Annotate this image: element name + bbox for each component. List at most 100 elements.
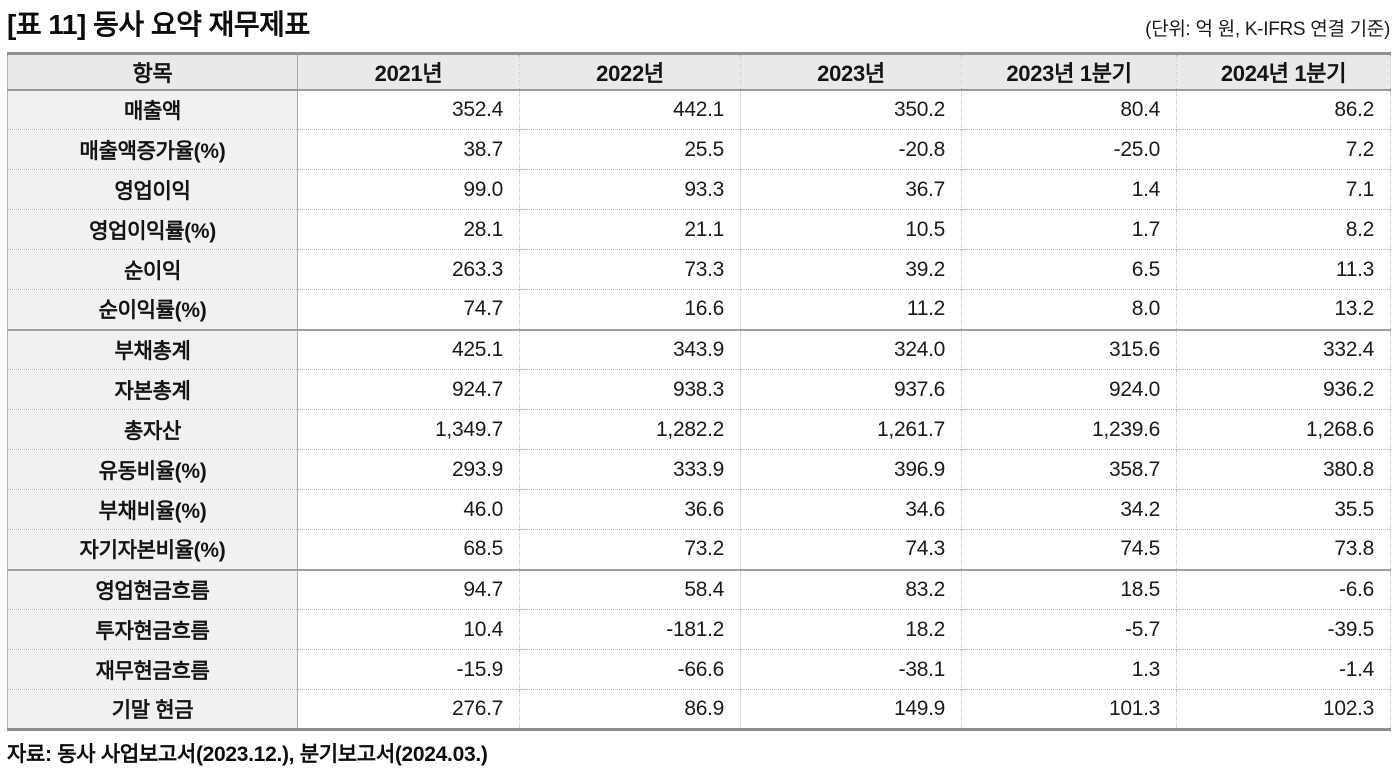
cell: 1,261.7 <box>740 409 962 450</box>
cell: 34.2 <box>961 489 1177 530</box>
row-label: 부채비율(%) <box>7 489 298 530</box>
cell: 21.1 <box>519 209 741 250</box>
cell: 18.5 <box>961 568 1177 610</box>
cell: 343.9 <box>519 328 741 370</box>
table-row: 부채총계 425.1 343.9 324.0 315.6 332.4 <box>7 328 1391 370</box>
cell: 315.6 <box>961 328 1177 370</box>
table-row: 매출액증가율(%) 38.7 25.5 -20.8 -25.0 7.2 <box>7 129 1391 170</box>
table-row: 기말 현금 276.7 86.9 149.9 101.3 102.3 <box>7 689 1391 730</box>
cell: 7.2 <box>1176 129 1391 170</box>
cell: 380.8 <box>1176 449 1391 490</box>
cell: 25.5 <box>519 129 741 170</box>
table-row: 총자산 1,349.7 1,282.2 1,261.7 1,239.6 1,26… <box>7 409 1391 450</box>
table-row: 순이익 263.3 73.3 39.2 6.5 11.3 <box>7 249 1391 290</box>
cell: 101.3 <box>961 689 1177 730</box>
financial-summary-table: 항목 2021년 2022년 2023년 2023년 1분기 2024년 1분기… <box>7 51 1391 732</box>
row-label: 재무현금흐름 <box>7 649 298 690</box>
cell: 396.9 <box>740 449 962 490</box>
cell: 1,349.7 <box>297 409 520 450</box>
table-row: 유동비율(%) 293.9 333.9 396.9 358.7 380.8 <box>7 449 1391 490</box>
cell: -66.6 <box>519 649 741 690</box>
header-row: 항목 2021년 2022년 2023년 2023년 1분기 2024년 1분기 <box>7 53 1391 91</box>
cell: 11.3 <box>1176 249 1391 290</box>
cell: 1,239.6 <box>961 409 1177 450</box>
cell: 38.7 <box>297 129 520 170</box>
cell: 936.2 <box>1176 369 1391 410</box>
cell: 324.0 <box>740 328 962 370</box>
cell: 83.2 <box>740 568 962 610</box>
cell: 46.0 <box>297 489 520 530</box>
column-header-item: 항목 <box>7 53 298 91</box>
row-label: 영업현금흐름 <box>7 568 298 610</box>
cell: 7.1 <box>1176 169 1391 210</box>
cell: 73.2 <box>519 529 741 570</box>
table-row: 매출액 352.4 442.1 350.2 80.4 86.2 <box>7 89 1391 130</box>
table-row: 투자현금흐름 10.4 -181.2 18.2 -5.7 -39.5 <box>7 609 1391 650</box>
cell: 94.7 <box>297 568 520 610</box>
cell: 358.7 <box>961 449 1177 490</box>
row-label: 자기자본비율(%) <box>7 529 298 570</box>
cell: 442.1 <box>519 89 741 130</box>
row-label: 매출액 <box>7 89 298 130</box>
cell: 28.1 <box>297 209 520 250</box>
cell: 74.3 <box>740 529 962 570</box>
cell: 35.5 <box>1176 489 1391 530</box>
table-row: 순이익률(%) 74.7 16.6 11.2 8.0 13.2 <box>7 289 1391 330</box>
source-note: 자료: 동사 사업보고서(2023.12.), 분기보고서(2024.03.) <box>7 743 488 767</box>
row-label: 매출액증가율(%) <box>7 129 298 170</box>
table-row: 자기자본비율(%) 68.5 73.2 74.3 74.5 73.8 <box>7 529 1391 570</box>
cell: -15.9 <box>297 649 520 690</box>
row-label: 순이익 <box>7 249 298 290</box>
cell: 86.2 <box>1176 89 1391 130</box>
unit-note: (단위: 억 원, K-IFRS 연결 기준) <box>1145 18 1390 40</box>
cell: 74.5 <box>961 529 1177 570</box>
table-row: 재무현금흐름 -15.9 -66.6 -38.1 1.3 -1.4 <box>7 649 1391 690</box>
cell: 36.6 <box>519 489 741 530</box>
cell: 352.4 <box>297 89 520 130</box>
cell: 18.2 <box>740 609 962 650</box>
cell: 8.2 <box>1176 209 1391 250</box>
cell: 73.8 <box>1176 529 1391 570</box>
cell: 16.6 <box>519 289 741 330</box>
cell: 293.9 <box>297 449 520 490</box>
cell: 149.9 <box>740 689 962 730</box>
table-row: 부채비율(%) 46.0 36.6 34.6 34.2 35.5 <box>7 489 1391 530</box>
cell: -181.2 <box>519 609 741 650</box>
cell: 333.9 <box>519 449 741 490</box>
cell: 74.7 <box>297 289 520 330</box>
cell: 924.7 <box>297 369 520 410</box>
cell: 350.2 <box>740 89 962 130</box>
cell: 937.6 <box>740 369 962 410</box>
cell: 8.0 <box>961 289 1177 330</box>
column-header-2021: 2021년 <box>297 53 520 91</box>
column-header-2023: 2023년 <box>740 53 962 91</box>
cell: 1.4 <box>961 169 1177 210</box>
cell: 58.4 <box>519 568 741 610</box>
cell: 263.3 <box>297 249 520 290</box>
table-row: 영업이익률(%) 28.1 21.1 10.5 1.7 8.2 <box>7 209 1391 250</box>
row-label: 자본총계 <box>7 369 298 410</box>
cell: 10.4 <box>297 609 520 650</box>
cell: -6.6 <box>1176 568 1391 610</box>
row-label: 투자현금흐름 <box>7 609 298 650</box>
cell: 938.3 <box>519 369 741 410</box>
row-label: 영업이익률(%) <box>7 209 298 250</box>
cell: -39.5 <box>1176 609 1391 650</box>
cell: -20.8 <box>740 129 962 170</box>
cell: -25.0 <box>961 129 1177 170</box>
cell: 93.3 <box>519 169 741 210</box>
column-header-2024q1: 2024년 1분기 <box>1176 53 1391 91</box>
cell: 332.4 <box>1176 328 1391 370</box>
cell: -38.1 <box>740 649 962 690</box>
cell: 102.3 <box>1176 689 1391 730</box>
row-label: 순이익률(%) <box>7 289 298 330</box>
cell: 73.3 <box>519 249 741 290</box>
column-header-2022: 2022년 <box>519 53 741 91</box>
cell: 99.0 <box>297 169 520 210</box>
cell: 36.7 <box>740 169 962 210</box>
cell: 425.1 <box>297 328 520 370</box>
cell: 1.3 <box>961 649 1177 690</box>
cell: 6.5 <box>961 249 1177 290</box>
cell: 39.2 <box>740 249 962 290</box>
